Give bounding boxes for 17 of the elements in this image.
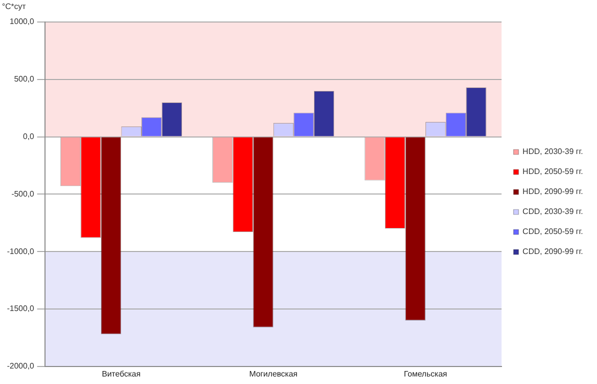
- y-tick-label: -1000,0: [6, 246, 35, 256]
- legend-label: CDD, 2050-59 гг.: [522, 227, 584, 236]
- y-tick-label: 500,0: [14, 74, 35, 84]
- x-tick-label: Гомельская: [404, 369, 448, 378]
- legend-label: HDD, 2030-39 гг.: [522, 147, 584, 156]
- y-tick-label: 0,0: [23, 132, 35, 142]
- legend-label: CDD, 2030-39 гг.: [522, 207, 584, 216]
- y-axis-title: °C*сут: [2, 2, 26, 11]
- x-tick-label: Витебская: [102, 369, 141, 378]
- legend-label: CDD, 2090-99 гг.: [522, 247, 584, 256]
- y-tick-label: 1000,0: [10, 17, 35, 26]
- x-tick-label: Могилевская: [249, 369, 298, 378]
- y-tick-label: -500,0: [11, 189, 35, 198]
- legend-label: HDD, 2050-59 гг.: [522, 167, 584, 176]
- y-tick-label: -1500,0: [6, 304, 35, 314]
- legend-label: HDD, 2090-99 гг.: [522, 187, 584, 196]
- y-tick-label: -2000,0: [6, 362, 35, 371]
